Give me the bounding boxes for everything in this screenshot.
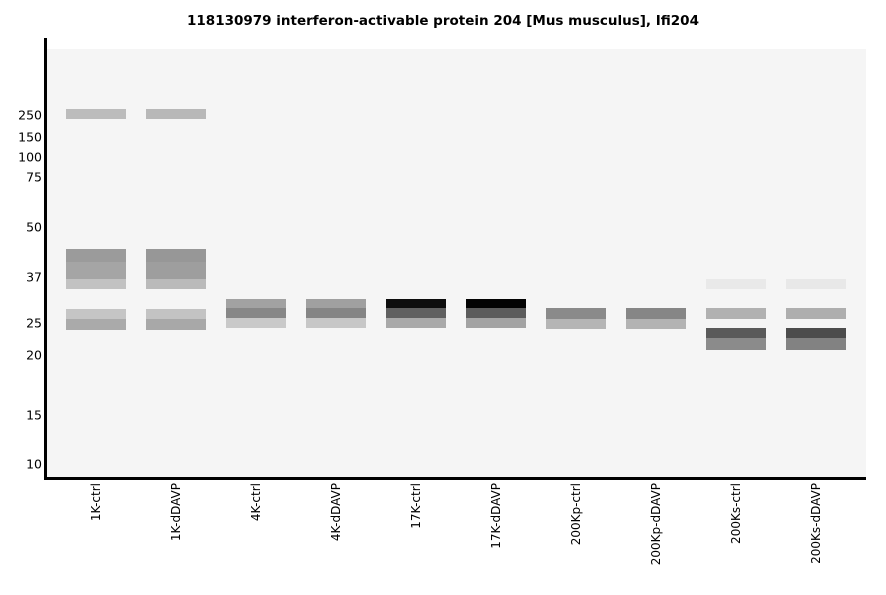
band-4K-ctrl-25kda <box>226 318 286 328</box>
y-tick-label-150kda: 150 <box>18 129 42 145</box>
y-tick-label-25kda: 25 <box>26 315 42 331</box>
band-200Kp-dDAVP-28kda <box>626 308 686 319</box>
x-axis-line <box>44 477 866 480</box>
band-1K-dDAVP-250kda <box>146 109 206 119</box>
x-axis-label-17K-ctrl: 17K-ctrl <box>408 483 423 529</box>
band-200Kp-ctrl-25kda <box>546 319 606 329</box>
band-200Ks-ctrl-35kda <box>706 279 766 289</box>
band-1K-dDAVP-27kda <box>146 309 206 319</box>
x-axis-label-4K-dDAVP: 4K-dDAVP <box>328 483 343 542</box>
band-200Ks-dDAVP-35kda <box>786 279 846 289</box>
band-17K-ctrl-28kda <box>386 308 446 318</box>
y-tick-label-10kda: 10 <box>26 456 42 472</box>
band-1K-dDAVP-39kda <box>146 262 206 279</box>
band-1K-ctrl-27kda <box>66 309 126 319</box>
x-axis-label-200Kp-dDAVP: 200Kp-dDAVP <box>648 483 663 566</box>
band-200Ks-dDAVP-28kda <box>786 308 846 319</box>
y-tick-label-250kda: 250 <box>18 107 42 123</box>
band-1K-ctrl-35kda <box>66 279 126 289</box>
band-4K-dDAVP-30kda <box>306 299 366 308</box>
band-1K-ctrl-25kda <box>66 319 126 330</box>
figure-title: 118130979 interferon-activable protein 2… <box>187 13 699 29</box>
band-200Ks-ctrl-22kda <box>706 338 766 350</box>
band-17K-dDAVP-28kda <box>466 308 526 318</box>
band-17K-dDAVP-30kda <box>466 299 526 308</box>
band-17K-ctrl-25kda <box>386 318 446 328</box>
band-200Kp-ctrl-28kda <box>546 308 606 319</box>
band-4K-dDAVP-25kda <box>306 318 366 328</box>
band-17K-dDAVP-25kda <box>466 318 526 328</box>
band-4K-ctrl-28kda <box>226 308 286 318</box>
x-axis-label-200Ks-dDAVP: 200Ks-dDAVP <box>808 483 823 564</box>
x-axis-label-1K-dDAVP: 1K-dDAVP <box>168 483 183 542</box>
band-1K-dDAVP-25kda <box>146 319 206 330</box>
x-axis-label-4K-ctrl: 4K-ctrl <box>248 483 263 522</box>
x-axis-label-1K-ctrl: 1K-ctrl <box>88 483 103 522</box>
band-200Ks-ctrl-28kda <box>706 308 766 319</box>
y-tick-label-20kda: 20 <box>26 347 42 363</box>
band-1K-ctrl-250kda <box>66 109 126 119</box>
x-axis-label-17K-dDAVP: 17K-dDAVP <box>488 483 503 549</box>
band-4K-dDAVP-28kda <box>306 308 366 318</box>
y-tick-label-75kda: 75 <box>26 169 42 185</box>
band-1K-dDAVP-35kda <box>146 279 206 289</box>
x-axis-label-200Ks-ctrl: 200Ks-ctrl <box>728 483 743 544</box>
band-4K-ctrl-30kda <box>226 299 286 308</box>
band-200Ks-ctrl-23kda <box>706 328 766 338</box>
band-1K-ctrl-39kda <box>66 262 126 279</box>
band-200Ks-dDAVP-22kda <box>786 338 846 350</box>
y-tick-label-50kda: 50 <box>26 219 42 235</box>
band-1K-ctrl-43kda <box>66 249 126 262</box>
y-tick-label-100kda: 100 <box>18 149 42 165</box>
y-tick-label-37kda: 37 <box>26 269 42 285</box>
band-17K-ctrl-30kda <box>386 299 446 308</box>
band-1K-dDAVP-43kda <box>146 249 206 262</box>
y-axis-line <box>44 38 47 480</box>
x-axis-label-200Kp-ctrl: 200Kp-ctrl <box>568 483 583 546</box>
band-200Kp-dDAVP-25kda <box>626 319 686 329</box>
y-tick-label-15kda: 15 <box>26 407 42 423</box>
band-200Ks-dDAVP-23kda <box>786 328 846 338</box>
